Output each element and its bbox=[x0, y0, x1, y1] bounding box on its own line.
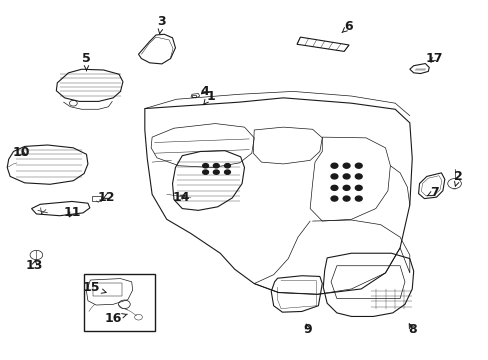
Text: 15: 15 bbox=[82, 282, 106, 294]
Text: 6: 6 bbox=[341, 20, 353, 33]
Text: 9: 9 bbox=[303, 323, 311, 336]
Circle shape bbox=[330, 185, 337, 190]
Circle shape bbox=[330, 174, 337, 179]
Circle shape bbox=[343, 163, 349, 168]
Circle shape bbox=[224, 163, 230, 168]
Circle shape bbox=[355, 163, 362, 168]
Text: 13: 13 bbox=[26, 258, 43, 271]
Text: 14: 14 bbox=[172, 191, 190, 204]
Circle shape bbox=[343, 196, 349, 201]
Text: 3: 3 bbox=[157, 14, 166, 33]
Circle shape bbox=[330, 196, 337, 201]
Circle shape bbox=[202, 163, 208, 168]
Circle shape bbox=[213, 163, 219, 168]
Circle shape bbox=[355, 174, 362, 179]
Circle shape bbox=[224, 170, 230, 174]
Circle shape bbox=[330, 163, 337, 168]
Text: 5: 5 bbox=[82, 52, 91, 71]
Circle shape bbox=[355, 196, 362, 201]
Bar bbox=[84, 274, 154, 331]
Text: 8: 8 bbox=[407, 323, 416, 336]
Text: 4: 4 bbox=[200, 85, 208, 98]
Circle shape bbox=[343, 174, 349, 179]
Text: 11: 11 bbox=[63, 206, 81, 219]
Text: 10: 10 bbox=[12, 146, 30, 159]
Circle shape bbox=[355, 185, 362, 190]
Text: 1: 1 bbox=[203, 90, 214, 105]
Bar bbox=[92, 196, 101, 201]
Text: 2: 2 bbox=[453, 170, 462, 186]
Bar bbox=[93, 283, 122, 296]
Text: 17: 17 bbox=[425, 52, 442, 65]
Circle shape bbox=[343, 185, 349, 190]
Circle shape bbox=[202, 170, 208, 174]
Text: 7: 7 bbox=[426, 186, 438, 199]
Circle shape bbox=[213, 170, 219, 174]
Text: 12: 12 bbox=[97, 191, 115, 204]
Text: 16: 16 bbox=[104, 312, 127, 325]
Bar bbox=[192, 95, 196, 97]
